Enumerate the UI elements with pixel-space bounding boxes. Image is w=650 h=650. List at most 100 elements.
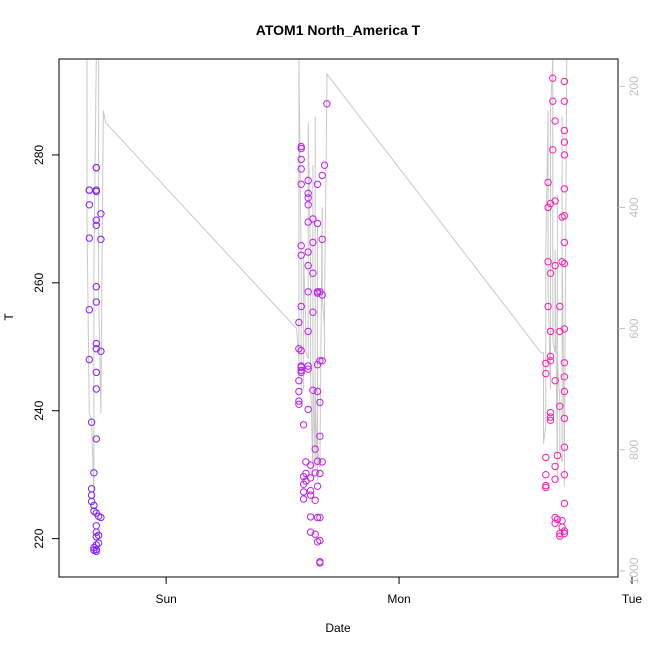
data-point <box>297 251 305 260</box>
data-point <box>304 194 312 202</box>
data-point <box>546 327 555 336</box>
data-point <box>92 298 101 306</box>
y2-tick-label: 800 <box>627 439 641 459</box>
data-point <box>92 216 101 224</box>
data-point <box>92 283 101 291</box>
data-point <box>560 151 569 159</box>
data-point <box>295 387 303 396</box>
data-point <box>304 261 312 270</box>
data-point <box>556 402 564 410</box>
data-point <box>302 458 310 466</box>
data-point <box>560 97 569 105</box>
data-point <box>297 142 305 151</box>
profile-line-layer <box>86 58 568 499</box>
data-point <box>551 519 559 527</box>
y-tick-label: 260 <box>32 272 46 292</box>
data-point <box>560 387 569 396</box>
data-point <box>92 385 101 393</box>
data-point <box>318 458 326 466</box>
data-point <box>97 513 105 522</box>
y2-axis: 200 400 600 800 1000 <box>618 76 641 584</box>
data-point <box>546 352 555 361</box>
data-point <box>323 100 331 108</box>
data-point <box>309 215 317 223</box>
data-point <box>546 357 555 365</box>
data-point <box>297 346 305 355</box>
data-point <box>309 238 317 247</box>
data-point <box>295 397 303 405</box>
x-tick-label: Mon <box>387 592 410 606</box>
data-point <box>546 413 555 421</box>
data-point <box>309 308 317 316</box>
data-point <box>316 469 324 478</box>
data-point <box>85 355 94 364</box>
data-point <box>304 288 312 296</box>
data-point <box>304 176 312 185</box>
data-point <box>551 261 559 270</box>
data-point <box>544 258 552 266</box>
data-point <box>92 164 101 172</box>
data-point <box>544 178 552 187</box>
data-point <box>551 475 559 483</box>
data-point <box>297 363 305 371</box>
data-point <box>313 219 322 228</box>
y-tick-label: 220 <box>32 528 46 548</box>
data-point <box>313 180 322 189</box>
plot-frame <box>58 58 619 578</box>
data-point <box>295 400 303 408</box>
data-point <box>556 302 564 311</box>
data-point <box>320 161 329 169</box>
data-point <box>85 306 94 314</box>
data-point <box>92 435 101 443</box>
data-point <box>549 146 557 154</box>
points-layer <box>85 74 569 567</box>
data-point <box>90 507 98 515</box>
data-point <box>560 527 569 535</box>
data-point <box>87 418 96 426</box>
data-point <box>85 186 94 194</box>
data-point <box>97 235 105 244</box>
data-point <box>560 499 569 508</box>
profile-line <box>86 58 568 499</box>
data-point <box>306 491 315 499</box>
data-point <box>549 97 557 105</box>
data-point <box>299 488 308 496</box>
y2-tick-label: 1000 <box>627 557 641 584</box>
data-point <box>313 457 322 465</box>
data-point <box>560 238 569 247</box>
data-point <box>90 543 98 552</box>
data-point <box>551 377 559 385</box>
data-point <box>316 398 324 407</box>
data-point <box>560 77 569 86</box>
data-point <box>560 212 569 220</box>
y2-tick-label: 600 <box>627 318 641 338</box>
y-tick-label: 240 <box>32 400 46 420</box>
data-point <box>97 210 105 218</box>
data-point <box>542 453 550 462</box>
data-point <box>313 482 322 490</box>
data-point <box>560 471 569 479</box>
data-point <box>318 171 326 180</box>
data-point <box>311 445 319 453</box>
data-point <box>546 416 555 424</box>
y2-tick-label: 200 <box>627 76 641 96</box>
data-point <box>299 421 308 429</box>
x-axis: Sun Mon Tue <box>155 577 642 606</box>
data-point <box>302 469 310 478</box>
data-point <box>304 327 312 336</box>
data-point <box>560 373 569 381</box>
data-point <box>318 291 326 299</box>
data-point <box>85 234 94 242</box>
data-point <box>297 242 305 250</box>
data-point <box>546 408 555 417</box>
data-point <box>551 513 559 522</box>
data-point <box>295 345 303 353</box>
data-point <box>304 248 312 256</box>
data-point <box>92 221 101 230</box>
data-point <box>297 366 305 375</box>
data-point <box>87 497 96 506</box>
data-point <box>311 496 319 504</box>
data-point <box>560 443 569 451</box>
